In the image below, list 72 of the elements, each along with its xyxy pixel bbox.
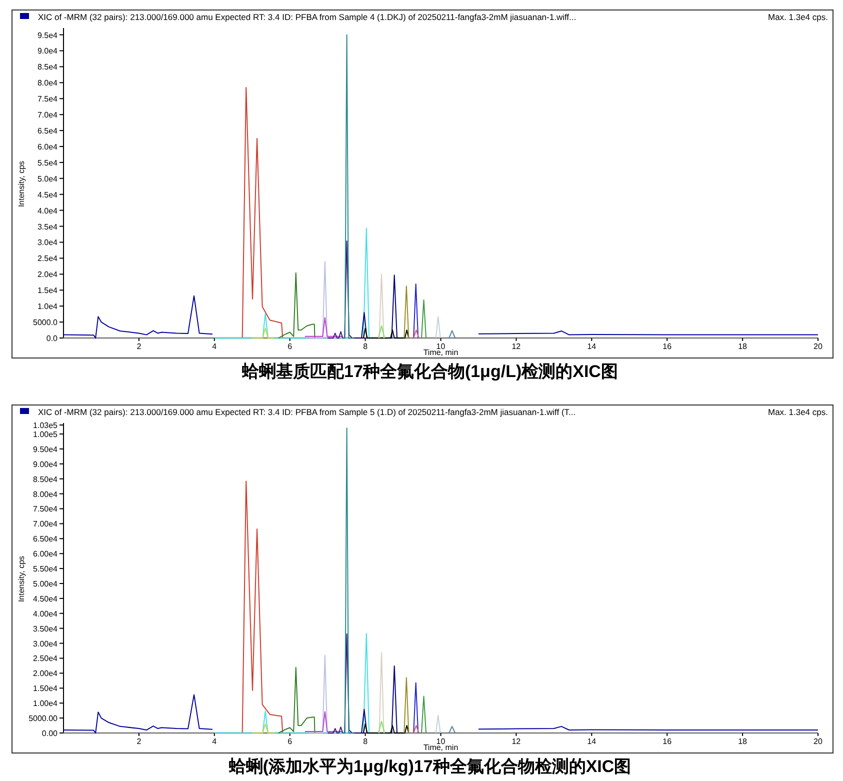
y-tick-label: 5.0e4	[37, 174, 58, 184]
y-tick-label: 2.00e4	[33, 669, 58, 678]
x-axis-title: Time, min	[423, 348, 458, 357]
x-tick-label: 14	[587, 342, 597, 351]
x-axis-title: Time, min	[423, 743, 458, 752]
x-tick-label: 6	[288, 342, 293, 351]
y-tick-label: 7.0e4	[37, 110, 58, 120]
x-tick-label: 4	[212, 737, 218, 746]
text: Max. 1.3e4 cps.	[768, 407, 828, 417]
y-tick-label: 1.0e4	[37, 302, 58, 312]
y-axis-title: Intensity, cps	[17, 556, 26, 602]
text: 蛤蜊(添加水平为1μg/kg)17种全氟化合物检测的XIC图	[228, 757, 632, 776]
y-tick-label: 2.5e4	[37, 254, 58, 264]
y-tick-label: 9.5e4	[37, 30, 58, 40]
y-tick-label: 6.50e4	[33, 534, 58, 544]
x-tick-label: 2	[136, 342, 142, 351]
y-tick-label: 7.50e4	[33, 504, 58, 514]
chart-subtitle: XIC of -MRM (32 pairs): 213.000/169.000 amu Expected RT: 3.4 ID: PFBA from Sample 4 (1.DKJ) of 20250211-fangfa3-2mM jiasuanan-1.wiff...	[38, 12, 576, 22]
y-tick-label: 0.00	[42, 729, 58, 738]
y-tick-label: 7.5e4	[37, 94, 58, 104]
y-tick-label: 5.50e4	[33, 564, 58, 574]
y-tick-label: 6.5e4	[37, 126, 58, 136]
x-tick-label: 20	[814, 342, 823, 351]
y-tick-label: 8.50e4	[33, 474, 58, 484]
x-tick-label: 10	[436, 737, 446, 746]
y-tick-label: 1.50e4	[33, 684, 58, 694]
text: 蛤蜊基质匹配17种全氟化合物(1μg/L)检测的XIC图	[241, 362, 618, 381]
y-tick-label: 4.00e4	[33, 609, 58, 618]
y-tick-label: 6.0e4	[37, 142, 58, 152]
y-tick-label: 4.50e4	[33, 594, 58, 604]
y-tick-label: 4.0e4	[37, 206, 58, 216]
y-tick-label: 8.00e4	[33, 490, 58, 499]
y-tick-label: 2.50e4	[33, 654, 58, 664]
y-tick-label: 9.50e4	[33, 444, 58, 454]
y-tick-label: 1.00e5	[33, 430, 58, 439]
y-tick-label: 3.0e4	[37, 238, 58, 248]
y-tick-label: 0.0	[46, 334, 58, 343]
x-tick-label: 8	[363, 342, 368, 351]
text: Max. 1.3e4 cps.	[768, 12, 828, 22]
y-tick-label: 3.00e4	[33, 639, 58, 648]
y-axis-title: Intensity, cps	[17, 160, 26, 208]
y-tick-label: 1.03e5	[33, 421, 58, 430]
x-tick-label: 4	[212, 342, 218, 351]
x-tick-label: 18	[738, 737, 748, 746]
y-tick-label: 3.50e4	[33, 624, 58, 634]
y-tick-label: 5000.0	[33, 318, 58, 328]
y-tick-label: 2.0e4	[37, 270, 58, 280]
x-tick-label: 14	[587, 737, 597, 746]
x-tick-label: 10	[436, 342, 446, 351]
x-tick-label: 12	[512, 342, 522, 351]
y-tick-label: 6.00e4	[33, 550, 58, 559]
y-tick-label: 5.00e4	[33, 579, 58, 588]
x-tick-label: 6	[288, 737, 293, 746]
y-tick-label: 9.00e4	[33, 460, 58, 469]
x-tick-label: 8	[363, 737, 368, 746]
x-tick-label: 20	[814, 737, 823, 746]
chart-subtitle: XIC of -MRM (32 pairs): 213.000/169.000 amu Expected RT: 3.4 ID: PFBA from Sample 5 (1.D) of 20250211-fangfa3-2mM jiasuanan-1.wiff (T...	[38, 407, 576, 417]
x-tick-label: 2	[136, 737, 142, 746]
x-tick-label: 16	[662, 737, 672, 746]
y-tick-label: 8.0e4	[37, 78, 58, 88]
y-tick-label: 3.5e4	[37, 222, 58, 232]
x-tick-label: 12	[512, 737, 522, 746]
y-tick-label: 5000.00	[28, 714, 58, 724]
y-tick-label: 5.5e4	[37, 158, 58, 168]
y-tick-label: 1.00e4	[33, 699, 58, 708]
x-tick-label: 18	[738, 342, 748, 351]
y-tick-label: 7.00e4	[33, 520, 58, 529]
y-tick-label: 8.5e4	[37, 62, 58, 72]
x-tick-label: 16	[662, 342, 672, 351]
y-tick-label: 9.0e4	[37, 46, 58, 56]
y-tick-label: 4.5e4	[37, 190, 58, 200]
y-tick-label: 1.5e4	[37, 286, 58, 296]
